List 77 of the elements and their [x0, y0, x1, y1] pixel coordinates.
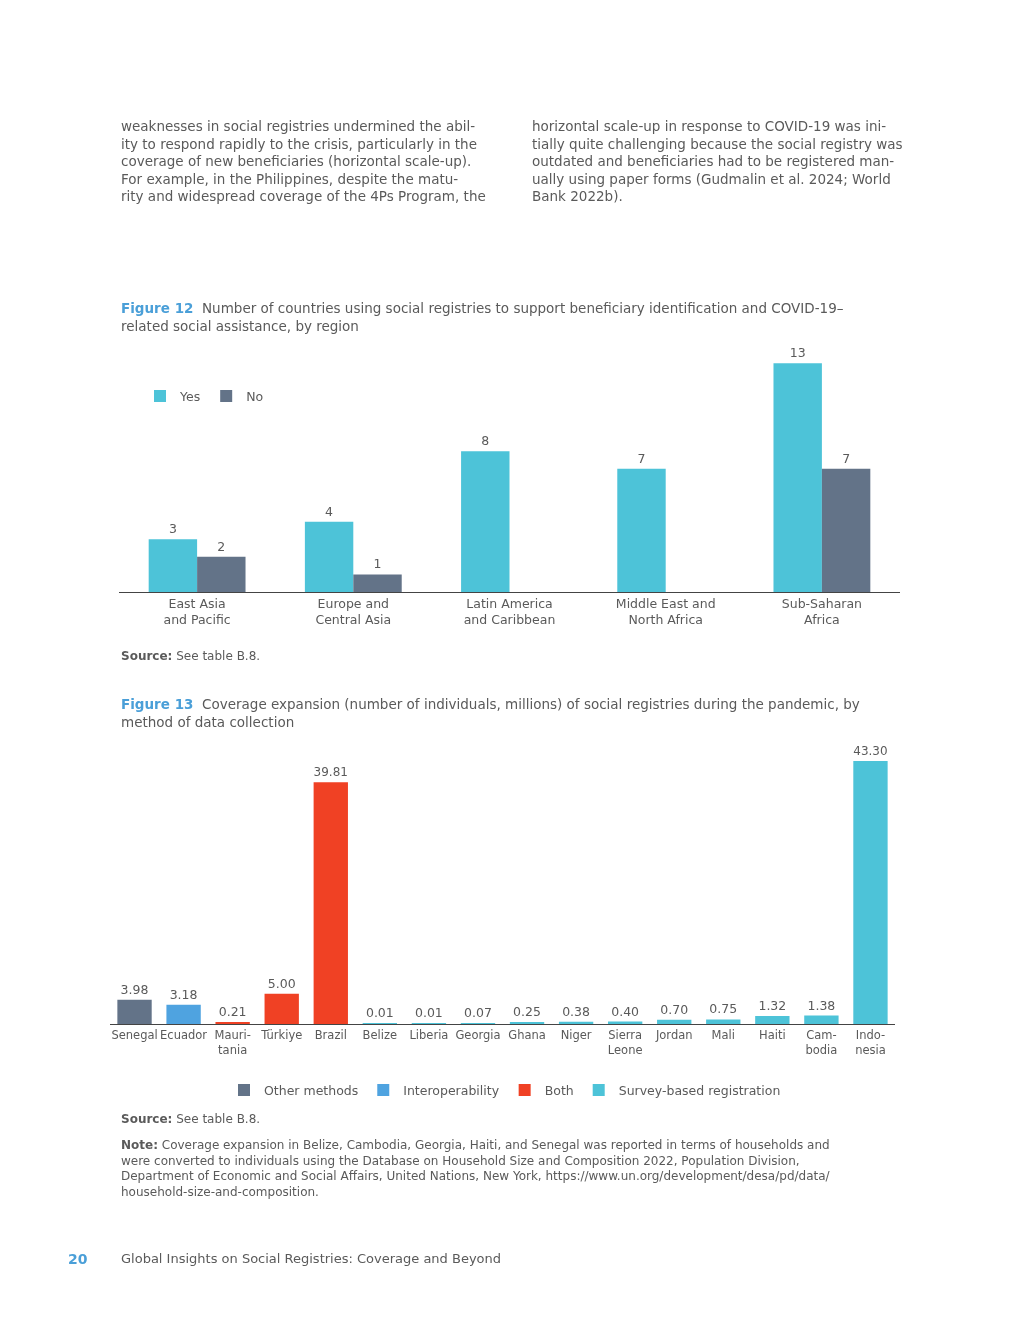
data-label: 4	[325, 503, 334, 519]
bar	[853, 761, 888, 1024]
x-tick-label: Ghana	[508, 1027, 546, 1042]
x-tick-label: Belize	[362, 1027, 398, 1042]
legend-label: Other methods	[264, 1082, 359, 1098]
legend-label: Both	[544, 1082, 574, 1098]
source-note: Source: See table B.8.	[121, 649, 261, 663]
data-label: 5.00	[267, 975, 296, 991]
x-tick-label: Sub-Saharan Africa	[781, 596, 862, 628]
x-tick-label: Indo- nesia	[855, 1027, 886, 1057]
data-label: 0.07	[464, 1005, 492, 1020]
bar	[804, 1015, 839, 1024]
legend-label: No	[246, 388, 264, 404]
x-tick-label: Latin America and Caribbean	[463, 596, 556, 628]
bar	[264, 993, 299, 1024]
data-label: 1.38	[807, 997, 836, 1013]
bar	[617, 468, 666, 592]
data-label: 0.40	[611, 1003, 640, 1019]
bar	[755, 1015, 790, 1024]
bar	[166, 1004, 201, 1024]
data-label: 7	[842, 450, 851, 466]
bar	[461, 451, 510, 592]
legend-label: Survey-based registration	[618, 1082, 781, 1098]
text: Note: Coverage expansion in Belize, Cambodia, Georgia, Haiti, and Senegal was reported in terms of households and were converted to individuals using the Database on Household Size and Composition 2022, Population Division, Department of Economic and Social Affairs, United Nations, New York, https://www.un.org/development/desa/pd/data/ household-size-and-composition.	[121, 1138, 831, 1199]
x-tick-label: Ecuador	[160, 1027, 208, 1042]
data-label: 8	[481, 433, 490, 449]
bar	[117, 999, 152, 1024]
bar	[353, 574, 402, 592]
x-tick-label: Mali	[711, 1027, 735, 1042]
bar	[197, 556, 246, 592]
data-label: 39.81	[313, 765, 348, 780]
source-note: Source: See table B.8.	[121, 1112, 261, 1126]
data-label: 7	[637, 450, 646, 466]
data-label: 3.18	[169, 986, 198, 1002]
legend-label: Interoperability	[403, 1082, 500, 1098]
data-label: 3.98	[120, 981, 149, 997]
x-tick-label: Middle East and North Africa	[615, 596, 716, 628]
data-label: 0.01	[365, 1005, 394, 1020]
x-tick-label: Sierra Leone	[607, 1027, 643, 1057]
bar	[773, 363, 822, 592]
data-label: 0.75	[709, 1001, 738, 1017]
x-tick-label: Haiti	[759, 1027, 786, 1042]
x-tick-label: Türkiye	[260, 1027, 303, 1042]
x-tick-label: Cam- bodia	[805, 1027, 838, 1057]
bar	[313, 782, 348, 1024]
data-label: 0.25	[513, 1004, 541, 1019]
data-label: 1.32	[758, 997, 787, 1013]
chart-title: Figure 13	[121, 696, 194, 712]
data-label: 43.30	[853, 744, 888, 759]
bar	[148, 539, 198, 592]
x-tick-label: Senegal	[111, 1027, 158, 1042]
bar	[706, 1019, 741, 1024]
data-label: 1	[373, 556, 382, 572]
text: horizontal scale-up in response to COVID-19 was ini- tially quite challenging because the social registry was outdated and beneficiaries had to be registered man- ually using paper forms (Gudmalin et al. 2024; World Bank 2022b).	[532, 118, 903, 205]
chart-title: Figure 12	[121, 300, 194, 316]
bar	[821, 468, 871, 592]
bar	[304, 521, 354, 592]
data-label: 0.70	[660, 1001, 689, 1017]
data-label: 13	[789, 345, 806, 361]
data-label: 0.38	[562, 1003, 591, 1019]
data-label: 2	[217, 538, 226, 554]
text: Global Insights on Social Registries: Coverage and Beyond	[121, 1251, 502, 1266]
x-tick-label: Jordan	[654, 1027, 693, 1042]
text: weaknesses in social registries undermined the abil- ity to respond rapidly to the crisis, particularly in the coverage of new beneficiaries (horizontal scale-up). For example, in the Philippines, despite the matu- rity and widespread coverage of the 4Ps Program, the	[121, 118, 486, 205]
x-tick-label: Georgia	[455, 1027, 501, 1042]
data-label: 3	[168, 521, 177, 537]
bar	[657, 1019, 692, 1024]
x-tick-label: Liberia	[409, 1027, 449, 1042]
text: 20	[68, 1251, 88, 1267]
data-label: 0.01	[414, 1005, 443, 1020]
x-tick-label: Brazil	[314, 1027, 347, 1042]
data-label: 0.21	[218, 1004, 247, 1019]
legend-label: Yes	[179, 388, 201, 404]
x-tick-label: East Asia and Pacific	[163, 596, 231, 628]
x-tick-label: Niger	[560, 1027, 592, 1042]
x-tick-label: Mauri- tania	[214, 1027, 251, 1057]
x-tick-label: Europe and Central Asia	[315, 596, 392, 628]
